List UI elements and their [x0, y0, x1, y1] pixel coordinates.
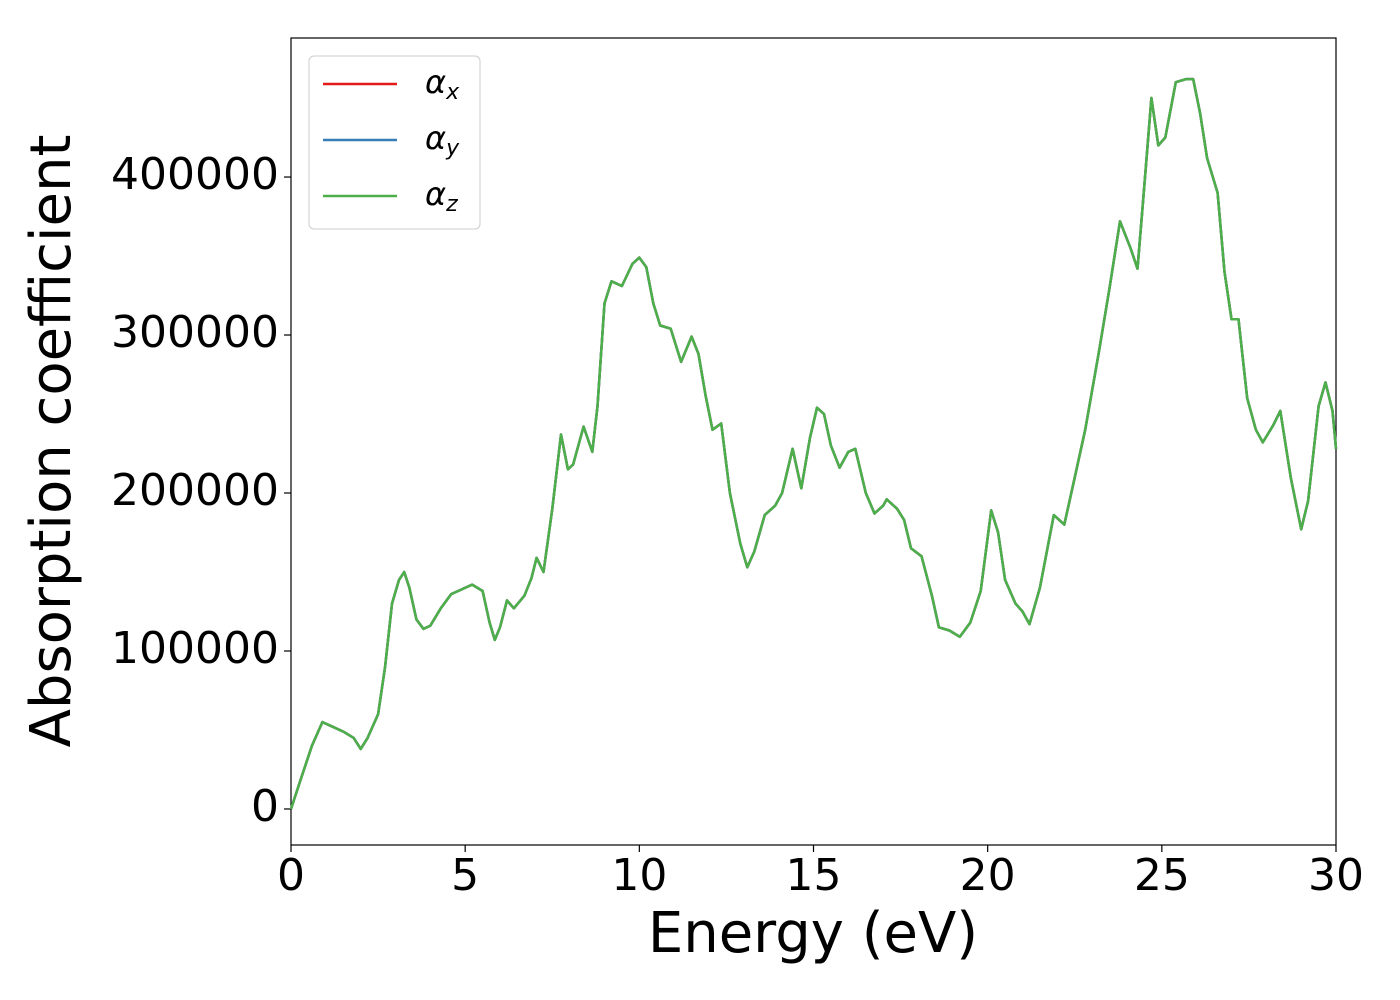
x-tick-label: 20 [960, 850, 1016, 901]
legend: αx αy αz [308, 55, 481, 230]
legend-label: αz [425, 175, 458, 217]
x-tick-label: 25 [1134, 850, 1190, 901]
y-axis-label: Absorption coefficient [19, 135, 84, 748]
data-line [289, 77, 1338, 810]
legend-frame [308, 55, 481, 230]
legend-label: αy [425, 119, 460, 161]
x-axis-label: Energy (eV) [648, 901, 978, 966]
x-tick-label: 10 [611, 850, 667, 901]
y-tick-label: 400000 [111, 149, 279, 200]
y-tick-label: 300000 [111, 307, 279, 358]
x-tick-label: 0 [277, 850, 305, 901]
legend-label: αx [425, 63, 460, 105]
y-tick-label: 200000 [111, 465, 279, 516]
x-tick-label: 5 [451, 850, 479, 901]
x-tick-label: 15 [786, 850, 842, 901]
y-tick-label: 100000 [111, 623, 279, 674]
x-tick-label: 30 [1308, 850, 1364, 901]
y-tick-label: 0 [251, 781, 279, 832]
